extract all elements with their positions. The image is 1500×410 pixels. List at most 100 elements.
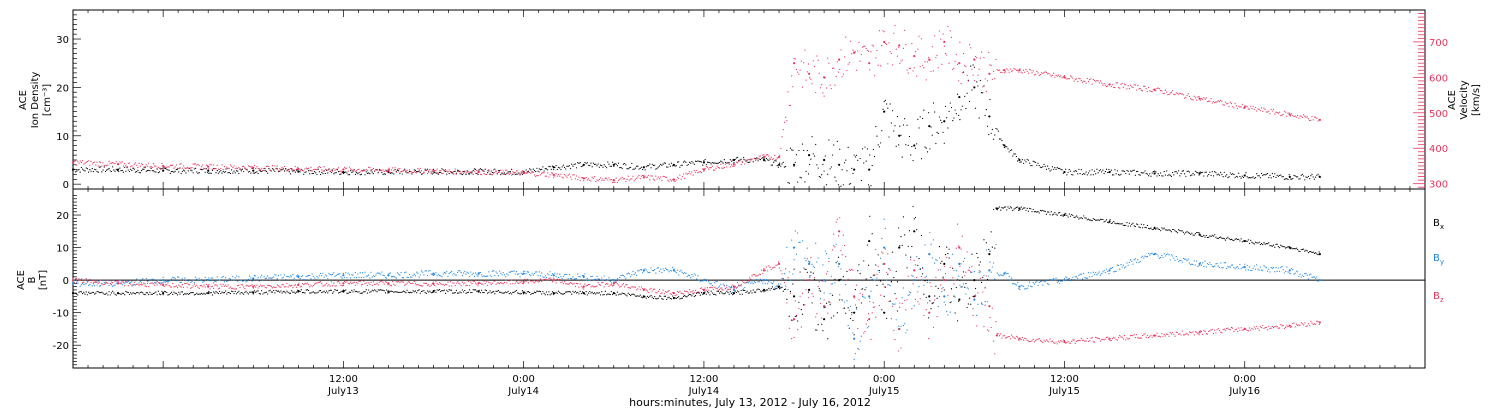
bz-series-sample bbox=[989, 316, 991, 319]
bz-series-sample bbox=[511, 279, 513, 281]
by-series-sample bbox=[605, 279, 608, 281]
bz-series-sample bbox=[529, 279, 531, 281]
bz-series-sample bbox=[1284, 326, 1287, 328]
bz-series-sample bbox=[295, 286, 298, 288]
velocity-series-sample bbox=[437, 172, 439, 174]
velocity-series-sample bbox=[566, 176, 568, 178]
bz-series-sample bbox=[761, 269, 763, 271]
velocity-series-sample bbox=[573, 174, 575, 176]
velocity-series-sample bbox=[852, 49, 854, 51]
velocity-series-sample bbox=[753, 157, 756, 160]
by-series-sample bbox=[1205, 266, 1207, 268]
bz-series-sample bbox=[474, 282, 477, 284]
velocity-series-sample bbox=[327, 169, 329, 171]
by-series-sample bbox=[930, 243, 932, 245]
velocity-series-sample bbox=[830, 88, 832, 90]
velocity-series-point bbox=[762, 155, 766, 159]
ion-density-series-sample bbox=[639, 167, 641, 169]
bz-series-sample bbox=[781, 273, 783, 275]
by-series-sample bbox=[788, 271, 790, 273]
bz-series-sample bbox=[252, 287, 254, 289]
ion-density-series-sample bbox=[744, 159, 746, 161]
by-series-sample bbox=[660, 268, 662, 270]
velocity-series-sample bbox=[1047, 73, 1049, 75]
by-series-sample bbox=[1212, 266, 1215, 268]
velocity-series-point bbox=[898, 44, 901, 47]
velocity-series-sample bbox=[418, 169, 420, 171]
velocity-series-sample bbox=[684, 177, 686, 180]
velocity-series-sample bbox=[1166, 91, 1168, 93]
ion-density-series-sample bbox=[1292, 178, 1294, 180]
velocity-series-sample bbox=[1144, 85, 1146, 87]
ion-density-series-sample bbox=[1316, 174, 1318, 176]
ion-density-series-sample bbox=[649, 163, 651, 165]
ion-density-series-sample bbox=[502, 173, 504, 175]
by-series-sample bbox=[793, 259, 795, 261]
by-series-sample bbox=[682, 273, 685, 275]
bz-series-sample bbox=[222, 283, 224, 286]
top-panel-frame bbox=[72, 9, 1426, 190]
bz-series-sample bbox=[687, 292, 689, 294]
bx-series-sample bbox=[173, 291, 175, 293]
by-series-sample bbox=[258, 280, 260, 282]
bz-series-sample bbox=[156, 284, 158, 286]
bz-series-sample bbox=[1032, 338, 1034, 341]
by-series-sample bbox=[1276, 270, 1278, 272]
ion-density-series-sample bbox=[142, 168, 144, 170]
bz-series-sample bbox=[1008, 336, 1010, 338]
by-series-sample bbox=[182, 279, 185, 281]
velocity-series-sample bbox=[162, 165, 164, 167]
bz-series-sample bbox=[583, 288, 585, 290]
velocity-series-sample bbox=[1083, 80, 1085, 82]
bz-series-sample bbox=[1294, 326, 1296, 328]
bz-series-sample bbox=[441, 284, 443, 286]
by-series-point bbox=[853, 337, 856, 340]
velocity-series-sample bbox=[233, 165, 235, 167]
velocity-series-sample bbox=[708, 168, 710, 170]
ion-density-series-sample bbox=[581, 165, 584, 167]
bz-series-sample bbox=[316, 282, 318, 284]
bz-series-sample bbox=[291, 284, 293, 286]
velocity-series-sample bbox=[424, 169, 426, 172]
ion-density-series-sample bbox=[997, 130, 999, 132]
velocity-series-sample bbox=[1097, 80, 1099, 82]
velocity-series-sample bbox=[676, 176, 679, 179]
bz-series-sample bbox=[650, 287, 652, 289]
velocity-series-sample bbox=[518, 172, 520, 175]
ion-density-series-sample bbox=[315, 172, 317, 174]
by-series-sample bbox=[360, 276, 363, 278]
ion-density-series-sample bbox=[764, 160, 766, 162]
bz-series-sample bbox=[664, 291, 667, 293]
velocity-series-sample bbox=[1245, 105, 1247, 107]
ion-density-series-sample bbox=[1164, 174, 1167, 176]
bz-series-sample bbox=[1002, 335, 1004, 337]
by-series-sample bbox=[638, 270, 640, 272]
by-series-sample bbox=[925, 275, 927, 277]
by-series-sample bbox=[274, 274, 276, 276]
by-series-sample bbox=[508, 271, 510, 273]
velocity-series-sample bbox=[364, 169, 366, 172]
bz-series-sample bbox=[912, 283, 914, 285]
ion-density-series-sample bbox=[151, 170, 153, 172]
by-series-sample bbox=[1172, 255, 1174, 257]
bz-series-sample bbox=[633, 286, 635, 288]
ion-density-series-sample bbox=[86, 168, 89, 170]
b-tick-label: 0 bbox=[63, 276, 69, 287]
velocity-series-sample bbox=[287, 170, 289, 172]
bx-series-sample bbox=[138, 293, 140, 295]
ion-density-series-sample bbox=[622, 163, 625, 165]
by-series-sample bbox=[511, 270, 513, 272]
ion-density-series-sample bbox=[1203, 175, 1205, 177]
by-series-sample bbox=[80, 283, 83, 286]
bz-series-sample bbox=[282, 284, 284, 286]
velocity-series-sample bbox=[84, 162, 86, 164]
by-series-sample bbox=[89, 283, 91, 286]
by-series-sample bbox=[620, 274, 622, 277]
ion-density-series-sample bbox=[1155, 171, 1157, 173]
velocity-series-sample bbox=[726, 166, 728, 168]
by-series-sample bbox=[491, 270, 494, 272]
bz-series-sample bbox=[815, 316, 817, 318]
velocity-series-sample bbox=[247, 165, 250, 167]
velocity-series-sample bbox=[892, 64, 894, 66]
bz-series-sample bbox=[1313, 323, 1316, 325]
